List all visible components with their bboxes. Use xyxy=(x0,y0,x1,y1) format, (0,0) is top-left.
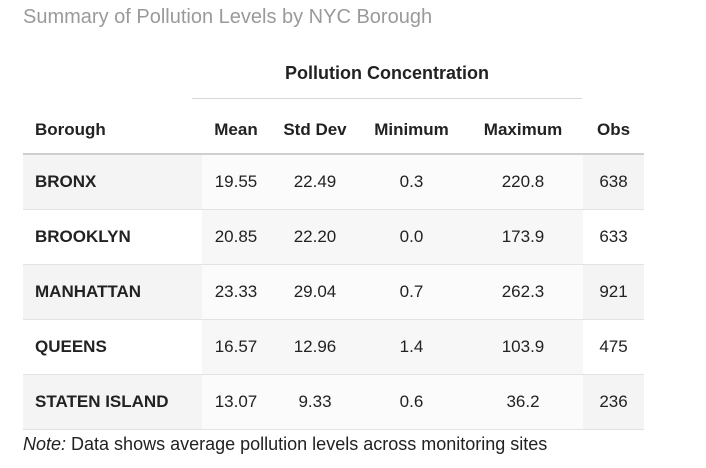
pollution-summary-table: Borough Mean Std Dev Minimum Maximum Obs… xyxy=(23,106,644,430)
maximum-cell: 103.9 xyxy=(463,319,583,375)
table-title: Summary of Pollution Levels by NYC Borou… xyxy=(23,6,433,28)
maximum-cell: 36.2 xyxy=(463,374,583,430)
mean-cell: 23.33 xyxy=(202,264,270,320)
table-row: BROOKLYN 20.85 22.20 0.0 173.9 633 xyxy=(23,209,644,265)
maximum-cell: 173.9 xyxy=(463,209,583,265)
header-maximum: Maximum xyxy=(463,106,583,155)
borough-cell: BROOKLYN xyxy=(23,209,202,265)
header-std-dev: Std Dev xyxy=(270,106,360,155)
obs-cell: 921 xyxy=(583,264,644,320)
note-label: Note: xyxy=(23,434,67,454)
table-row: MANHATTAN 23.33 29.04 0.7 262.3 921 xyxy=(23,264,644,320)
mean-cell: 19.55 xyxy=(202,154,270,210)
table-row: BRONX 19.55 22.49 0.3 220.8 638 xyxy=(23,154,644,210)
header-minimum: Minimum xyxy=(360,106,463,155)
header-borough: Borough xyxy=(23,106,202,155)
minimum-cell: 0.0 xyxy=(360,209,463,265)
table-row: QUEENS 16.57 12.96 1.4 103.9 475 xyxy=(23,319,644,375)
borough-cell: MANHATTAN xyxy=(23,264,202,320)
std-dev-cell: 9.33 xyxy=(270,374,360,430)
obs-cell: 633 xyxy=(583,209,644,265)
minimum-cell: 0.6 xyxy=(360,374,463,430)
obs-cell: 638 xyxy=(583,154,644,210)
borough-cell: BRONX xyxy=(23,154,202,210)
std-dev-cell: 22.20 xyxy=(270,209,360,265)
header-mean: Mean xyxy=(202,106,270,155)
maximum-cell: 220.8 xyxy=(463,154,583,210)
mean-cell: 13.07 xyxy=(202,374,270,430)
table-footnote: Note: Data shows average pollution level… xyxy=(23,434,547,455)
header-row: Borough Mean Std Dev Minimum Maximum Obs xyxy=(23,106,644,155)
spanner-divider xyxy=(192,98,582,99)
borough-cell: STATEN ISLAND xyxy=(23,374,202,430)
column-spanner-label: Pollution Concentration xyxy=(285,63,489,83)
minimum-cell: 0.7 xyxy=(360,264,463,320)
mean-cell: 20.85 xyxy=(202,209,270,265)
minimum-cell: 0.3 xyxy=(360,154,463,210)
maximum-cell: 262.3 xyxy=(463,264,583,320)
std-dev-cell: 29.04 xyxy=(270,264,360,320)
header-obs: Obs xyxy=(583,106,644,155)
borough-cell: QUEENS xyxy=(23,319,202,375)
std-dev-cell: 22.49 xyxy=(270,154,360,210)
table-row: STATEN ISLAND 13.07 9.33 0.6 36.2 236 xyxy=(23,374,644,430)
obs-cell: 475 xyxy=(583,319,644,375)
obs-cell: 236 xyxy=(583,374,644,430)
minimum-cell: 1.4 xyxy=(360,319,463,375)
mean-cell: 16.57 xyxy=(202,319,270,375)
std-dev-cell: 12.96 xyxy=(270,319,360,375)
note-text: Data shows average pollution levels acro… xyxy=(66,434,548,454)
